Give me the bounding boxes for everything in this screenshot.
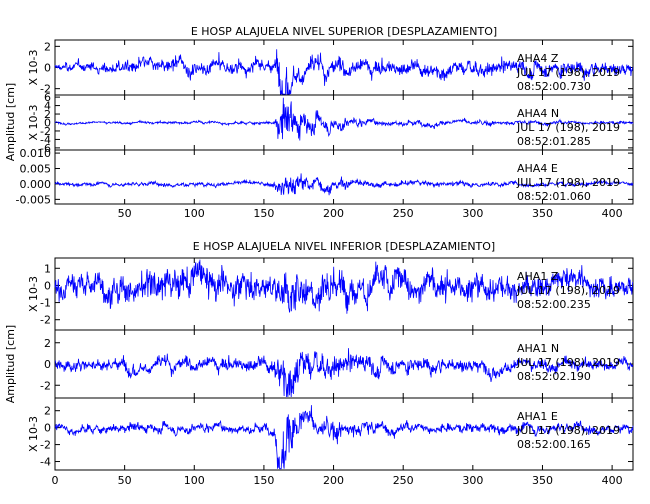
waveform-aha1-z [54, 259, 634, 314]
y-tick-label: -4 [40, 456, 51, 469]
x-tick-label: 250 [393, 207, 414, 220]
y-tick-label: -6 [40, 142, 51, 155]
y-tick-label: -4 [40, 133, 51, 146]
y-tick-label: 0.000 [20, 178, 52, 191]
y-tick-label: 0 [44, 358, 51, 371]
y-tick-label: 0 [44, 117, 51, 130]
x-tick-label: 150 [253, 474, 274, 487]
y-tick-label: 2 [44, 405, 51, 418]
x-tick-label: 0 [52, 474, 59, 487]
x-tick-label: 200 [323, 207, 344, 220]
y-tick-label: 1 [44, 262, 51, 275]
x-tick-label: 250 [393, 474, 414, 487]
x-tick-label: 50 [118, 207, 132, 220]
y-tick-label: -2 [40, 83, 51, 96]
x-tick-label: 350 [532, 207, 553, 220]
x-tick-label: 50 [118, 474, 132, 487]
y-tick-label: 2 [44, 40, 51, 53]
trace-date-label: JUL 17 (198), 2019 [516, 176, 620, 189]
y-tick-label: 0.005 [20, 163, 52, 176]
y-tick-label: -0.005 [16, 193, 51, 206]
chart-title: E HOSP ALAJUELA NIVEL INFERIOR [DESPLAZA… [193, 240, 495, 253]
waveform-aha1-n [54, 348, 634, 398]
waveform-aha4-z [54, 49, 634, 95]
y-tick-label: 0 [44, 279, 51, 292]
y-tick-label: 2 [44, 337, 51, 350]
y-tick-label: -2 [40, 379, 51, 392]
trace-station-label: AHA4 E [517, 162, 558, 175]
trace-station-label: AHA4 N [517, 107, 559, 120]
y-axis-label: Amplitud [cm] [4, 83, 17, 161]
y-scale-label: X 10-3 [27, 105, 40, 141]
y-tick-label: -2 [40, 125, 51, 138]
trace-time-label: 08:52:00.730 [517, 80, 591, 93]
y-tick-label: 2 [44, 108, 51, 121]
x-tick-label: 150 [253, 207, 274, 220]
y-tick-label: 0.010 [20, 147, 52, 160]
x-tick-label: 300 [462, 207, 483, 220]
waveform-aha4-n [54, 97, 634, 141]
x-tick-label: 350 [532, 474, 553, 487]
chart-title: E HOSP ALAJUELA NIVEL SUPERIOR [DESPLAZA… [191, 25, 497, 38]
x-tick-label: 100 [184, 474, 205, 487]
trace-station-label: AHA1 Z [517, 270, 559, 283]
y-tick-label: -1 [40, 297, 51, 310]
x-tick-label: 100 [184, 207, 205, 220]
trace-date-label: JUL 17 (198), 2019 [516, 284, 620, 297]
trace-time-label: 08:52:02.190 [517, 370, 591, 383]
trace-time-label: 08:52:01.285 [517, 135, 591, 148]
x-tick-label: 400 [602, 207, 623, 220]
trace-date-label: JUL 17 (198), 2019 [516, 424, 620, 437]
y-tick-label: -2 [40, 314, 51, 327]
waveform-aha4-e [54, 173, 634, 196]
trace-date-label: JUL 17 (198), 2019 [516, 121, 620, 134]
y-tick-label: 4 [44, 100, 51, 113]
waveform-aha1-e [54, 405, 634, 470]
trace-station-label: AHA4 Z [517, 52, 559, 65]
trace-date-label: JUL 17 (198), 2019 [516, 66, 620, 79]
y-scale-label: X 10-3 [27, 416, 40, 452]
trace-time-label: 08:52:01.060 [517, 190, 591, 203]
trace-date-label: JUL 17 (198), 2019 [516, 356, 620, 369]
panel-frame-e [54, 149, 634, 205]
x-tick-label: 400 [602, 474, 623, 487]
y-axis-label: Amplitud [cm] [4, 325, 17, 403]
x-tick-label: 200 [323, 474, 344, 487]
y-tick-label: 0 [44, 62, 51, 75]
y-tick-label: 6 [44, 91, 51, 104]
x-tick-label: 300 [462, 474, 483, 487]
trace-time-label: 08:52:00.165 [517, 438, 591, 451]
y-tick-label: 0 [44, 422, 51, 435]
trace-station-label: AHA1 N [517, 342, 559, 355]
panel-frame-e [54, 397, 634, 471]
y-scale-label: X 10-3 [27, 276, 40, 312]
trace-station-label: AHA1 E [517, 410, 558, 423]
y-scale-label: X 10-3 [27, 50, 40, 86]
y-tick-label: -2 [40, 439, 51, 452]
trace-time-label: 08:52:00.235 [517, 298, 591, 311]
